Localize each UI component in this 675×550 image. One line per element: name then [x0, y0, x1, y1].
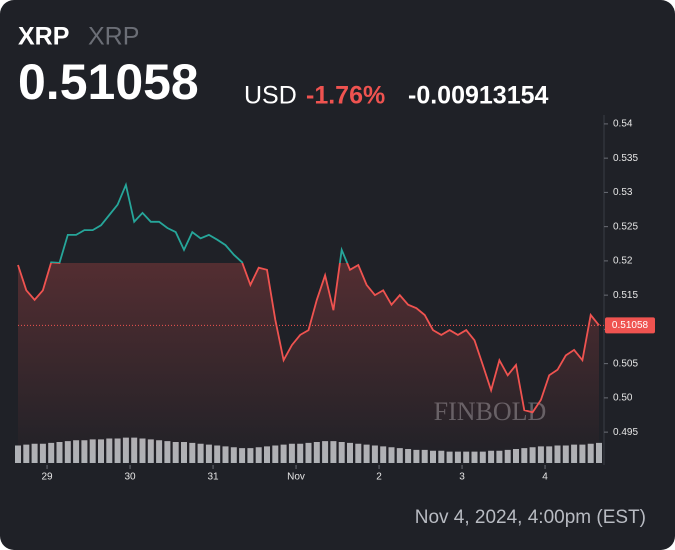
y-tick-label: 0.515: [613, 290, 638, 301]
y-tick-label: 0.535: [613, 153, 638, 164]
x-tick-label: 4: [542, 472, 548, 483]
y-tick-label: 0.50: [613, 393, 633, 404]
change: -0.00913154: [408, 82, 549, 110]
timestamp: Nov 4, 2024, 4:00pm (EST): [415, 507, 646, 528]
x-tick-label: Nov: [287, 472, 305, 483]
currency: USD: [244, 82, 297, 110]
y-tick-label: 0.52: [613, 256, 633, 267]
y-tick-label: 0.495: [613, 427, 638, 438]
y-tick-label: 0.525: [613, 221, 638, 232]
x-tick-label: 29: [41, 472, 53, 483]
last-price-tag: [605, 317, 655, 334]
symbol-secondary: XRP: [88, 23, 139, 51]
y-tick-label: 0.54: [613, 119, 633, 130]
last-price-label: 0.51058: [612, 320, 649, 331]
change-percent: -1.76%: [306, 82, 385, 110]
y-tick-label: 0.505: [613, 358, 638, 369]
line-down: [17, 262, 600, 414]
y-tick-label: 0.53: [613, 187, 633, 198]
x-tick-label: 30: [124, 472, 136, 483]
price: 0.51058: [18, 54, 199, 110]
x-tick-label: 31: [207, 472, 219, 483]
x-tick-label: 2: [376, 472, 382, 483]
area: [18, 262, 599, 465]
line-up: [50, 181, 349, 263]
symbol: XRP: [18, 23, 69, 51]
x-tick-label: 3: [459, 472, 465, 483]
